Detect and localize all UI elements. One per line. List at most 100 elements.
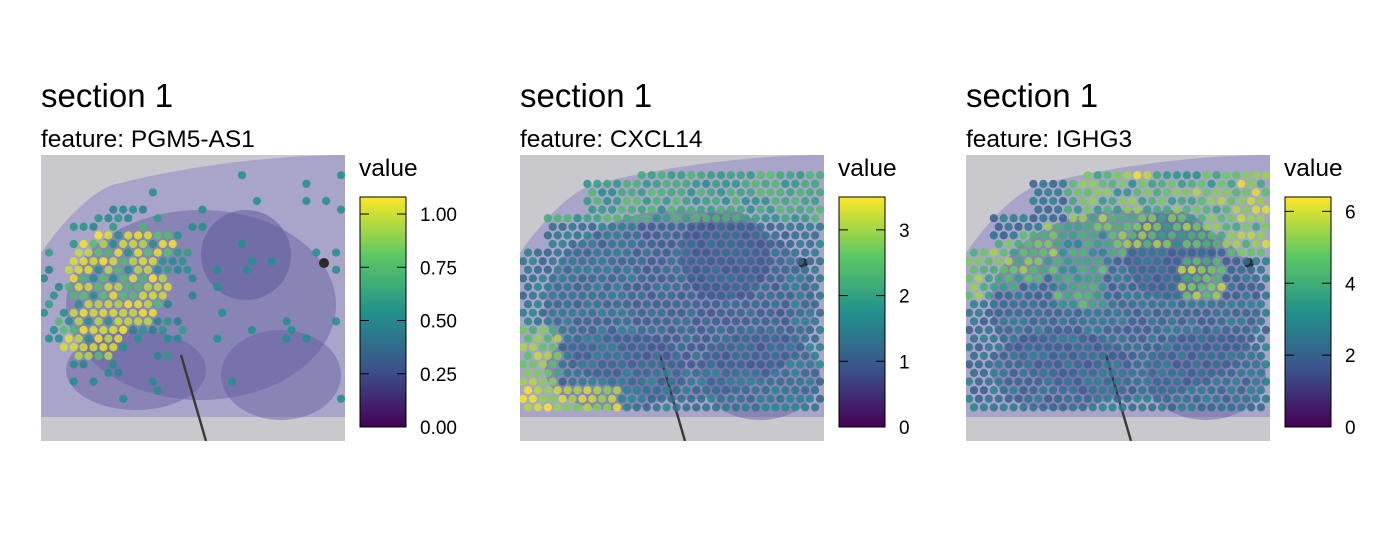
spot: [1153, 274, 1162, 283]
spot: [1058, 300, 1068, 309]
spot: [746, 239, 755, 249]
legend-tick-label: 2: [899, 287, 910, 308]
spot: [1182, 205, 1191, 214]
spot: [781, 351, 790, 360]
spot: [573, 368, 582, 378]
spot: [766, 343, 775, 352]
spot: [1078, 265, 1087, 274]
spot: [548, 343, 557, 352]
spot: [712, 351, 721, 360]
spot: [1192, 291, 1201, 300]
spot: [811, 300, 820, 309]
spot: [1217, 196, 1226, 206]
spot: [1187, 248, 1196, 257]
spot: [1182, 394, 1191, 403]
spot: [716, 171, 726, 180]
spot: [538, 274, 547, 283]
spot: [163, 300, 172, 309]
spot: [134, 282, 143, 292]
spot: [302, 196, 311, 206]
spot: [1222, 343, 1231, 352]
spot: [1247, 196, 1256, 206]
spot: [44, 248, 54, 257]
spot: [134, 231, 143, 240]
spot: [79, 343, 88, 352]
spot: [99, 257, 108, 266]
spot: [682, 403, 691, 412]
spot: [1054, 343, 1063, 352]
spot: [558, 239, 567, 249]
spot: [1019, 403, 1028, 412]
spot: [632, 265, 642, 274]
spot: [707, 360, 716, 369]
spot: [791, 214, 800, 223]
spot: [79, 308, 88, 317]
spot: [741, 179, 750, 188]
spot: [1197, 196, 1206, 206]
spot: [558, 222, 567, 231]
spot: [1177, 196, 1186, 206]
spot: [1058, 403, 1068, 412]
spot: [697, 188, 706, 197]
spot: [801, 368, 810, 378]
spot: [84, 265, 93, 274]
spot: [771, 334, 780, 343]
spot: [642, 386, 651, 395]
spot: [731, 334, 741, 343]
spot: [642, 231, 651, 240]
spot: [751, 248, 760, 257]
spot: [1058, 214, 1068, 223]
spot: [1093, 188, 1102, 197]
spot: [1256, 334, 1266, 343]
spot: [1004, 239, 1013, 249]
spot: [1247, 248, 1256, 257]
spot: [603, 317, 612, 326]
spot: [1128, 282, 1137, 292]
spot: [1128, 231, 1137, 240]
spot: [1019, 386, 1028, 395]
spot: [188, 222, 197, 231]
spot: [84, 317, 93, 326]
spot: [1088, 179, 1097, 188]
spot: [726, 308, 736, 317]
spot: [984, 257, 993, 266]
spot: [1039, 317, 1048, 326]
spot: [682, 196, 691, 206]
spot: [806, 360, 815, 369]
spot: [766, 394, 775, 403]
spot: [158, 291, 167, 300]
spot: [573, 317, 582, 326]
spot: [692, 179, 701, 188]
spot: [1063, 360, 1073, 369]
spot: [1157, 214, 1167, 223]
spot: [652, 214, 661, 223]
spot: [662, 248, 671, 257]
spot: [1108, 317, 1117, 326]
spot: [1044, 239, 1053, 249]
spot: [741, 403, 750, 412]
spot: [1098, 214, 1107, 223]
spot: [129, 274, 138, 283]
spot: [736, 205, 745, 214]
spot: [632, 179, 642, 188]
spot: [148, 308, 157, 317]
spot: [692, 214, 701, 223]
spot: [1202, 257, 1211, 266]
spot: [79, 360, 88, 369]
spot: [637, 222, 646, 231]
spot: [1162, 291, 1172, 300]
spot: [1252, 394, 1261, 403]
spot: [1123, 325, 1132, 335]
spot: [1242, 394, 1251, 403]
spot: [1083, 343, 1092, 352]
legend-title: value: [359, 155, 418, 182]
spot: [662, 196, 671, 206]
spot: [1093, 274, 1102, 283]
spot: [716, 274, 726, 283]
spot: [786, 325, 795, 335]
spot: [1232, 205, 1241, 214]
spot: [1252, 377, 1261, 386]
spot: [1138, 368, 1147, 378]
tissue-image: [966, 155, 1270, 441]
